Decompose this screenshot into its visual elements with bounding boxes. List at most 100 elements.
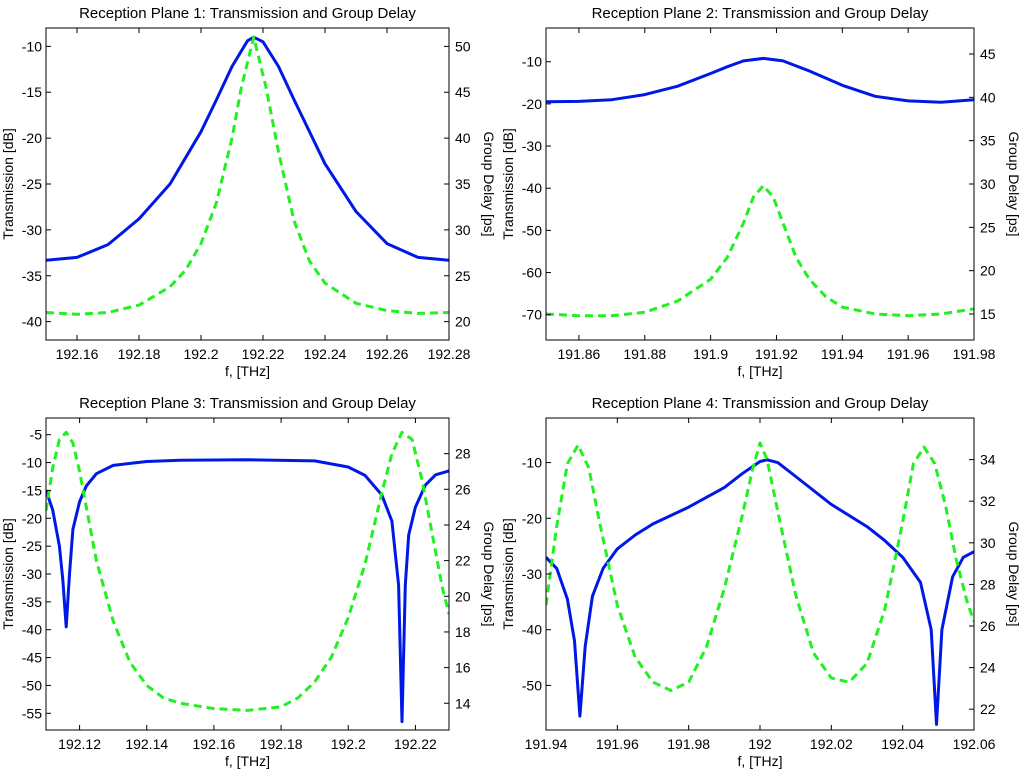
y-tick-label: -10 [22,455,42,471]
y-tick-label: -5 [30,427,43,443]
chart-title: Reception Plane 3: Transmission and Grou… [79,395,416,412]
x-tick-label: 191.88 [623,346,666,362]
y-tick-label: -20 [22,130,42,146]
x-tick-label: 192.2 [331,736,366,752]
y2-tick-label: 45 [980,46,996,62]
plot-frame [545,417,975,731]
y2-tick-label: 25 [980,219,996,235]
y-tick-label: -15 [22,482,42,498]
y-tick-label: -35 [22,268,42,284]
x-tick-label: 192.16 [56,346,99,362]
x-axis-label: f, [THz] [737,363,782,379]
y-tick-label: -40 [22,622,42,638]
y2-tick-label: 32 [980,493,996,509]
y-tick-label: -50 [522,677,542,693]
y2-tick-label: 35 [455,176,471,192]
group-delay-line [546,184,974,318]
x-tick-label: 192.18 [118,346,161,362]
y2-tick-label: 15 [980,306,996,322]
chart-1: 192.16 192.18 192.2 192.22 192.24 192.26 192.2… [0,5,497,379]
y2-tick-label: 50 [455,38,471,54]
x-tick-label: 191.96 [596,736,639,752]
y2-tick-label: 30 [980,535,996,551]
x-tick-label: 191.94 [821,346,864,362]
x-tick-label: 191.96 [887,346,930,362]
y2-tick-label: 34 [980,452,996,468]
y-tick-label: -50 [522,222,542,238]
x-axis-label: f, [THz] [225,753,270,769]
chart-4: 191.94 191.96 191.98 192 192.02 192.04 192.06 -… [500,395,1022,769]
y2-tick-label: 22 [980,701,996,717]
transmission-line [546,56,974,104]
y2-tick-label: 14 [455,695,471,711]
x-tick-label: 192.2 [183,346,218,362]
y-tick-label: -10 [22,38,42,54]
y-tick-label: -20 [522,96,542,112]
y2-tick-label: 28 [980,576,996,592]
y-tick-label: -10 [522,54,542,70]
y-tick-label: -30 [522,566,542,582]
y2-tick-label: 16 [455,660,471,676]
y2-tick-label: 26 [455,481,471,497]
x-tick-label: 192.18 [260,736,303,752]
y-tick-label: -30 [22,222,42,238]
y-tick-label: -15 [22,84,42,100]
y2-tick-label: 28 [455,446,471,462]
y2-tick-label: 20 [455,314,471,330]
x-tick-label: 192.24 [304,346,347,362]
y2-tick-label: 25 [455,268,471,284]
y-tick-label: -25 [22,176,42,192]
y2-tick-label: 30 [980,176,996,192]
y2-tick-label: 40 [980,89,996,105]
y2-tick-label: 22 [455,553,471,569]
x-tick-label: 192.06 [953,736,996,752]
y-tick-label: -70 [522,307,542,323]
x-tick-label: 191.9 [693,346,728,362]
x-tick-label: 191.92 [755,346,798,362]
chart-title: Reception Plane 4: Transmission and Grou… [592,395,929,412]
transmission-line [46,35,449,262]
y-tick-label: -45 [22,650,42,666]
x-tick-label: 192.26 [366,346,409,362]
plot-frame [545,27,975,341]
x-axis-label: f, [THz] [737,753,782,769]
chart-3: 192.12 192.14 192.16 192.18 192.2 192.22 -5 -10… [0,395,497,769]
y-axis-label: Transmission [dB] [500,518,516,630]
y-axis-label: Transmission [dB] [500,128,516,240]
y-tick-label: -30 [22,566,42,582]
y2-tick-label: 35 [980,133,996,149]
x-tick-label: 191.94 [525,736,568,752]
y-tick-label: -35 [22,594,42,610]
y2-tick-label: 24 [455,517,471,533]
y2-tick-label: 30 [455,222,471,238]
chart-title: Reception Plane 1: Transmission and Grou… [79,5,416,22]
transmission-line [546,458,974,726]
chart-title: Reception Plane 2: Transmission and Grou… [592,5,929,22]
x-tick-label: 192.14 [125,736,168,752]
y2-tick-label: 18 [455,624,471,640]
plot-frame [45,417,450,731]
y2-tick-label: 20 [980,263,996,279]
y-tick-label: -20 [522,510,542,526]
y2-axis-label: Group Delay [ps] [1006,131,1022,236]
x-tick-label: 191.98 [667,736,710,752]
y2-tick-label: 26 [980,618,996,634]
plot-frame [45,27,450,341]
chart-2: 191.86 191.88 191.9 191.92 191.94 191.96 191.9… [500,5,1022,379]
x-axis-label: f, [THz] [225,363,270,379]
y2-tick-label: 40 [455,130,471,146]
x-tick-label: 192.28 [428,346,471,362]
x-tick-label: 192 [748,736,772,752]
y-axis-label: Transmission [dB] [0,518,16,630]
y-tick-label: -50 [22,677,42,693]
y-tick-label: -40 [522,180,542,196]
x-tick-label: 191.98 [953,346,996,362]
y-tick-label: -40 [22,314,42,330]
x-tick-label: 192.02 [810,736,853,752]
y-tick-label: -40 [522,622,542,638]
y2-tick-label: 24 [980,660,996,676]
y-tick-label: -55 [22,705,42,721]
x-tick-label: 192.04 [881,736,924,752]
x-tick-label: 191.86 [558,346,601,362]
